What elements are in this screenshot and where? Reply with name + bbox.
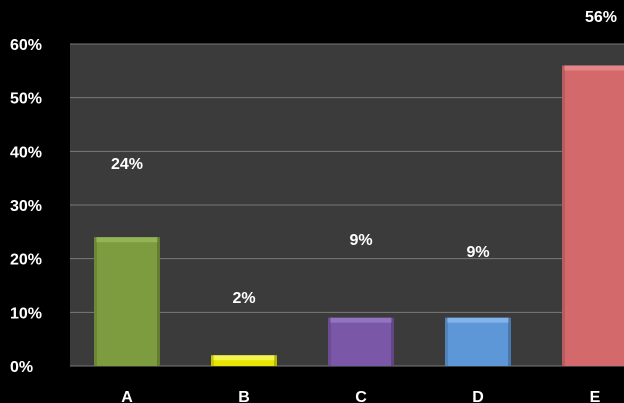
y-tick-label: 0% (10, 359, 33, 376)
y-tick-label: 30% (10, 198, 42, 215)
x-tick-label: D (472, 389, 484, 403)
bar-left-shade (211, 355, 214, 366)
data-labels: 24% 2% 9% 9% 56% (111, 9, 617, 307)
bar-right-shade (391, 317, 394, 366)
bar-body (328, 317, 394, 366)
x-tick-label: E (590, 389, 601, 403)
bar-right-shade (508, 317, 511, 366)
y-tick-label: 40% (10, 144, 42, 161)
bar-c (328, 317, 394, 366)
y-tick-label: 60% (10, 37, 42, 54)
bar-left-shade (445, 317, 448, 366)
bar-left-shade (94, 237, 97, 366)
data-label: 9% (349, 232, 372, 249)
bar-right-shade (274, 355, 277, 366)
bar-body (445, 317, 511, 366)
bar-left-shade (328, 317, 331, 366)
bar-top-bevel (330, 317, 392, 323)
y-tick-label: 50% (10, 91, 42, 108)
bar-b (211, 355, 277, 366)
bars (94, 65, 624, 366)
x-tick-label: C (355, 389, 367, 403)
bar-top-bevel (213, 355, 275, 361)
data-label: 9% (466, 244, 489, 261)
bar-top-bevel (96, 237, 158, 243)
bar-top-bevel (564, 65, 624, 71)
y-tick-label: 20% (10, 252, 42, 269)
x-tick-label: B (238, 389, 250, 403)
bar-e (562, 65, 624, 366)
bar-right-shade (157, 237, 160, 366)
bar-a (94, 237, 160, 366)
data-label: 2% (232, 290, 255, 307)
data-label: 56% (585, 9, 617, 26)
bar-body (562, 65, 624, 366)
x-tick-label: A (121, 389, 133, 403)
bar-top-bevel (447, 317, 509, 323)
data-label: 24% (111, 156, 143, 173)
bar-body (94, 237, 160, 366)
x-axis: A B C D E (121, 389, 600, 403)
bar-left-shade (562, 65, 565, 366)
y-axis: 0% 10% 20% 30% 40% 50% 60% (10, 37, 42, 376)
gridlines (70, 43, 624, 367)
y-tick-label: 10% (10, 305, 42, 322)
bar-d (445, 317, 511, 366)
bar-body (211, 355, 277, 366)
